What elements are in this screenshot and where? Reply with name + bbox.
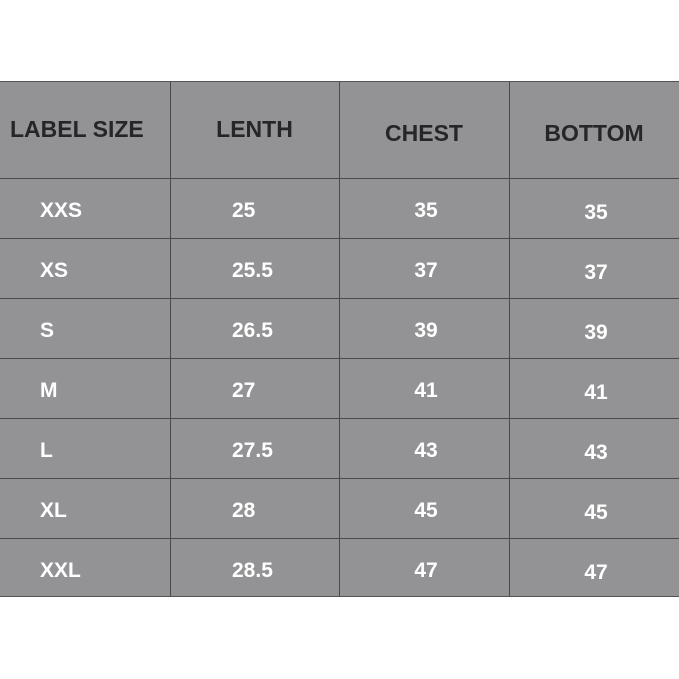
- table-cell: 28.5: [232, 559, 273, 582]
- table-cell: L: [40, 439, 53, 462]
- table-cell: XXS: [40, 199, 83, 222]
- row-divider: [0, 478, 679, 479]
- column-header: LENTH: [216, 116, 293, 142]
- row-divider: [0, 178, 679, 179]
- table-cell: 25.5: [232, 259, 273, 282]
- row-divider: [0, 298, 679, 299]
- column-divider: [509, 82, 510, 596]
- table-cell: 41: [584, 381, 608, 404]
- table-cell: 37: [414, 259, 438, 282]
- table-cell: 39: [584, 321, 608, 344]
- table-cell: XL: [40, 499, 67, 522]
- table-cell: 43: [584, 441, 608, 464]
- table-cell: 39: [414, 319, 438, 342]
- row-divider: [0, 418, 679, 419]
- table-cell: 35: [584, 201, 608, 224]
- table-cell: 47: [584, 561, 608, 584]
- table-cell: 41: [414, 379, 438, 402]
- column-header: BOTTOM: [544, 120, 644, 146]
- table-cell: 47: [414, 559, 438, 582]
- row-divider: [0, 538, 679, 539]
- table-cell: S: [40, 319, 55, 342]
- column-header: CHEST: [385, 120, 463, 146]
- column-header: LABEL SIZE: [10, 116, 144, 142]
- table-cell: 37: [584, 261, 608, 284]
- table-cell: M: [40, 379, 58, 402]
- table-cell: 45: [584, 501, 608, 524]
- table-cell: 26.5: [232, 319, 273, 342]
- table-cell: XXL: [40, 559, 81, 582]
- row-divider: [0, 238, 679, 239]
- table-cell: 25: [232, 199, 256, 222]
- column-divider: [170, 82, 171, 596]
- table-cell: 28: [232, 499, 256, 522]
- table-cell: XS: [40, 259, 69, 282]
- table-cell: 27.5: [232, 439, 273, 462]
- table-cell: 35: [414, 199, 438, 222]
- size-chart-table: LABEL SIZE LENTH CHEST BOTTOM XXS 25 35 35 XS 25.…: [0, 81, 679, 597]
- table-cell: 27: [232, 379, 256, 402]
- table-cell: 45: [414, 499, 438, 522]
- column-divider: [339, 82, 340, 596]
- table-cell: 43: [414, 439, 438, 462]
- row-divider: [0, 358, 679, 359]
